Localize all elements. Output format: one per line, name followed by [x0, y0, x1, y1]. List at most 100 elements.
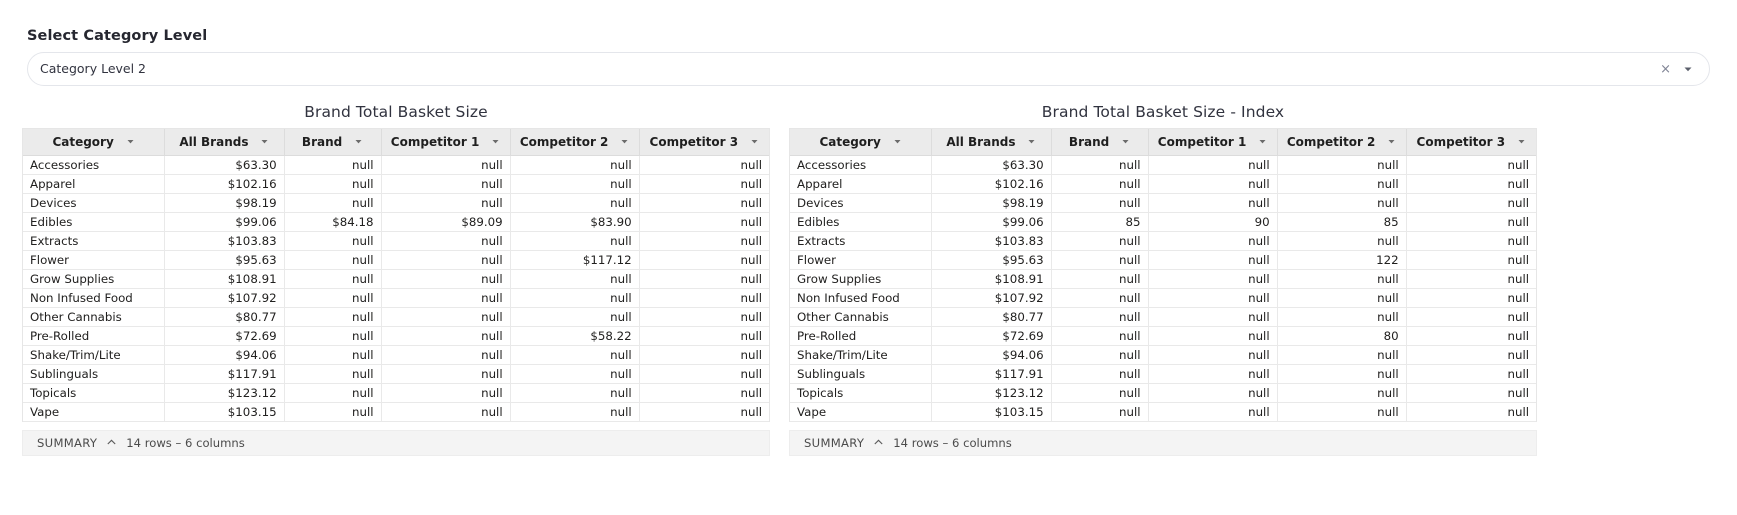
cell-value[interactable]: null	[1406, 269, 1536, 289]
cell-value[interactable]: null	[381, 155, 511, 175]
table-row[interactable]: Topicals $123.12 null null null null	[23, 383, 769, 403]
sort-caret-icon[interactable]	[1258, 137, 1267, 146]
cell-category[interactable]: Topicals	[790, 383, 933, 403]
cell-value[interactable]: null	[381, 326, 511, 346]
cell-value[interactable]: null	[1406, 326, 1536, 346]
table-row[interactable]: Sublinguals $117.91 null null null null	[23, 364, 769, 384]
cell-value[interactable]: null	[381, 269, 511, 289]
cell-value[interactable]: null	[284, 269, 382, 289]
cell-value[interactable]: null	[284, 307, 382, 327]
cell-value[interactable]: null	[284, 326, 382, 346]
cell-category[interactable]: Flower	[23, 250, 166, 270]
cell-value[interactable]: null	[1148, 174, 1278, 194]
cell-value[interactable]: null	[1051, 250, 1149, 270]
table-row[interactable]: Sublinguals $117.91 null null null null	[790, 364, 1536, 384]
cell-value[interactable]: $72.69	[164, 326, 285, 346]
cell-value[interactable]: null	[1406, 193, 1536, 213]
cell-value[interactable]: null	[1148, 402, 1278, 422]
cell-category[interactable]: Other Cannabis	[23, 307, 166, 327]
table-row[interactable]: Apparel $102.16 null null null null	[790, 174, 1536, 194]
cell-value[interactable]: null	[639, 402, 769, 422]
cell-value[interactable]: null	[381, 193, 511, 213]
table-row[interactable]: Other Cannabis $80.77 null null null null	[790, 307, 1536, 327]
cell-category[interactable]: Accessories	[23, 155, 166, 175]
table-row[interactable]: Vape $103.15 null null null null	[790, 402, 1536, 422]
cell-value[interactable]: null	[1051, 269, 1149, 289]
cell-category[interactable]: Devices	[23, 193, 166, 213]
table-row[interactable]: Pre-Rolled $72.69 null null $58.22 null	[23, 326, 769, 346]
sort-caret-icon[interactable]	[1121, 137, 1130, 146]
cell-value[interactable]: null	[639, 193, 769, 213]
cell-category[interactable]: Other Cannabis	[790, 307, 933, 327]
table-row[interactable]: Vape $103.15 null null null null	[23, 402, 769, 422]
table-row[interactable]: Non Infused Food $107.92 null null null null	[790, 288, 1536, 308]
cell-category[interactable]: Non Infused Food	[790, 288, 933, 308]
cell-value[interactable]: null	[510, 364, 640, 384]
cell-value[interactable]: $117.91	[931, 364, 1052, 384]
cell-value[interactable]: null	[1051, 288, 1149, 308]
cell-value[interactable]: $107.92	[164, 288, 285, 308]
cell-category[interactable]: Sublinguals	[23, 364, 166, 384]
column-header-category[interactable]: Category	[23, 129, 166, 156]
cell-value[interactable]: null	[381, 250, 511, 270]
cell-category[interactable]: Sublinguals	[790, 364, 933, 384]
sort-caret-icon[interactable]	[1387, 137, 1396, 146]
cell-value[interactable]: null	[284, 345, 382, 365]
sort-caret-icon[interactable]	[750, 137, 759, 146]
cell-value[interactable]: $117.12	[510, 250, 640, 270]
cell-value[interactable]: null	[381, 231, 511, 251]
cell-value[interactable]: null	[381, 174, 511, 194]
column-header-competitor-1[interactable]: Competitor 1	[1148, 129, 1278, 156]
cell-value[interactable]: null	[381, 307, 511, 327]
cell-value[interactable]: $108.91	[164, 269, 285, 289]
cell-category[interactable]: Non Infused Food	[23, 288, 166, 308]
cell-value[interactable]: null	[1148, 250, 1278, 270]
cell-value[interactable]: $94.06	[164, 345, 285, 365]
cell-value[interactable]: null	[1148, 288, 1278, 308]
cell-category[interactable]: Accessories	[790, 155, 933, 175]
cell-value[interactable]: $98.19	[931, 193, 1052, 213]
cell-value[interactable]: $95.63	[931, 250, 1052, 270]
sort-caret-icon[interactable]	[260, 137, 269, 146]
cell-category[interactable]: Pre-Rolled	[790, 326, 933, 346]
cell-category[interactable]: Flower	[790, 250, 933, 270]
cell-value[interactable]: $123.12	[164, 383, 285, 403]
cell-value[interactable]: null	[1406, 231, 1536, 251]
cell-category[interactable]: Extracts	[790, 231, 933, 251]
dataframe-grid[interactable]: Category All Brands	[22, 128, 770, 422]
cell-value[interactable]: null	[1051, 307, 1149, 327]
cell-value[interactable]: null	[510, 174, 640, 194]
cell-value[interactable]: null	[639, 345, 769, 365]
table-row[interactable]: Accessories $63.30 null null null null	[23, 155, 769, 175]
cell-value[interactable]: null	[639, 288, 769, 308]
column-header-competitor-2[interactable]: Competitor 2	[510, 129, 640, 156]
cell-value[interactable]: null	[639, 250, 769, 270]
cell-value[interactable]: null	[284, 364, 382, 384]
cell-value[interactable]: $84.18	[284, 212, 382, 232]
table-row[interactable]: Extracts $103.83 null null null null	[790, 231, 1536, 251]
table-row[interactable]: Grow Supplies $108.91 null null null null	[790, 269, 1536, 289]
cell-category[interactable]: Apparel	[790, 174, 933, 194]
cell-value[interactable]: null	[639, 383, 769, 403]
cell-value[interactable]: null	[1277, 364, 1407, 384]
cell-value[interactable]: 80	[1277, 326, 1407, 346]
cell-value[interactable]: null	[381, 364, 511, 384]
cell-value[interactable]: null	[1051, 402, 1149, 422]
cell-value[interactable]: null	[639, 307, 769, 327]
chevron-up-icon[interactable]	[106, 437, 117, 448]
column-header-competitor-3[interactable]: Competitor 3	[1406, 129, 1536, 156]
cell-value[interactable]: null	[284, 288, 382, 308]
table-row[interactable]: Apparel $102.16 null null null null	[23, 174, 769, 194]
cell-value[interactable]: 85	[1051, 212, 1149, 232]
cell-value[interactable]: null	[510, 231, 640, 251]
cell-value[interactable]: null	[381, 345, 511, 365]
cell-value[interactable]: null	[1051, 326, 1149, 346]
table-row[interactable]: Non Infused Food $107.92 null null null null	[23, 288, 769, 308]
cell-value[interactable]: null	[1051, 193, 1149, 213]
table-row[interactable]: Shake/Trim/Lite $94.06 null null null null	[23, 345, 769, 365]
cell-value[interactable]: null	[510, 307, 640, 327]
cell-value[interactable]: null	[381, 383, 511, 403]
cell-value[interactable]: null	[284, 155, 382, 175]
cell-value[interactable]: $72.69	[931, 326, 1052, 346]
cell-value[interactable]: null	[1051, 345, 1149, 365]
